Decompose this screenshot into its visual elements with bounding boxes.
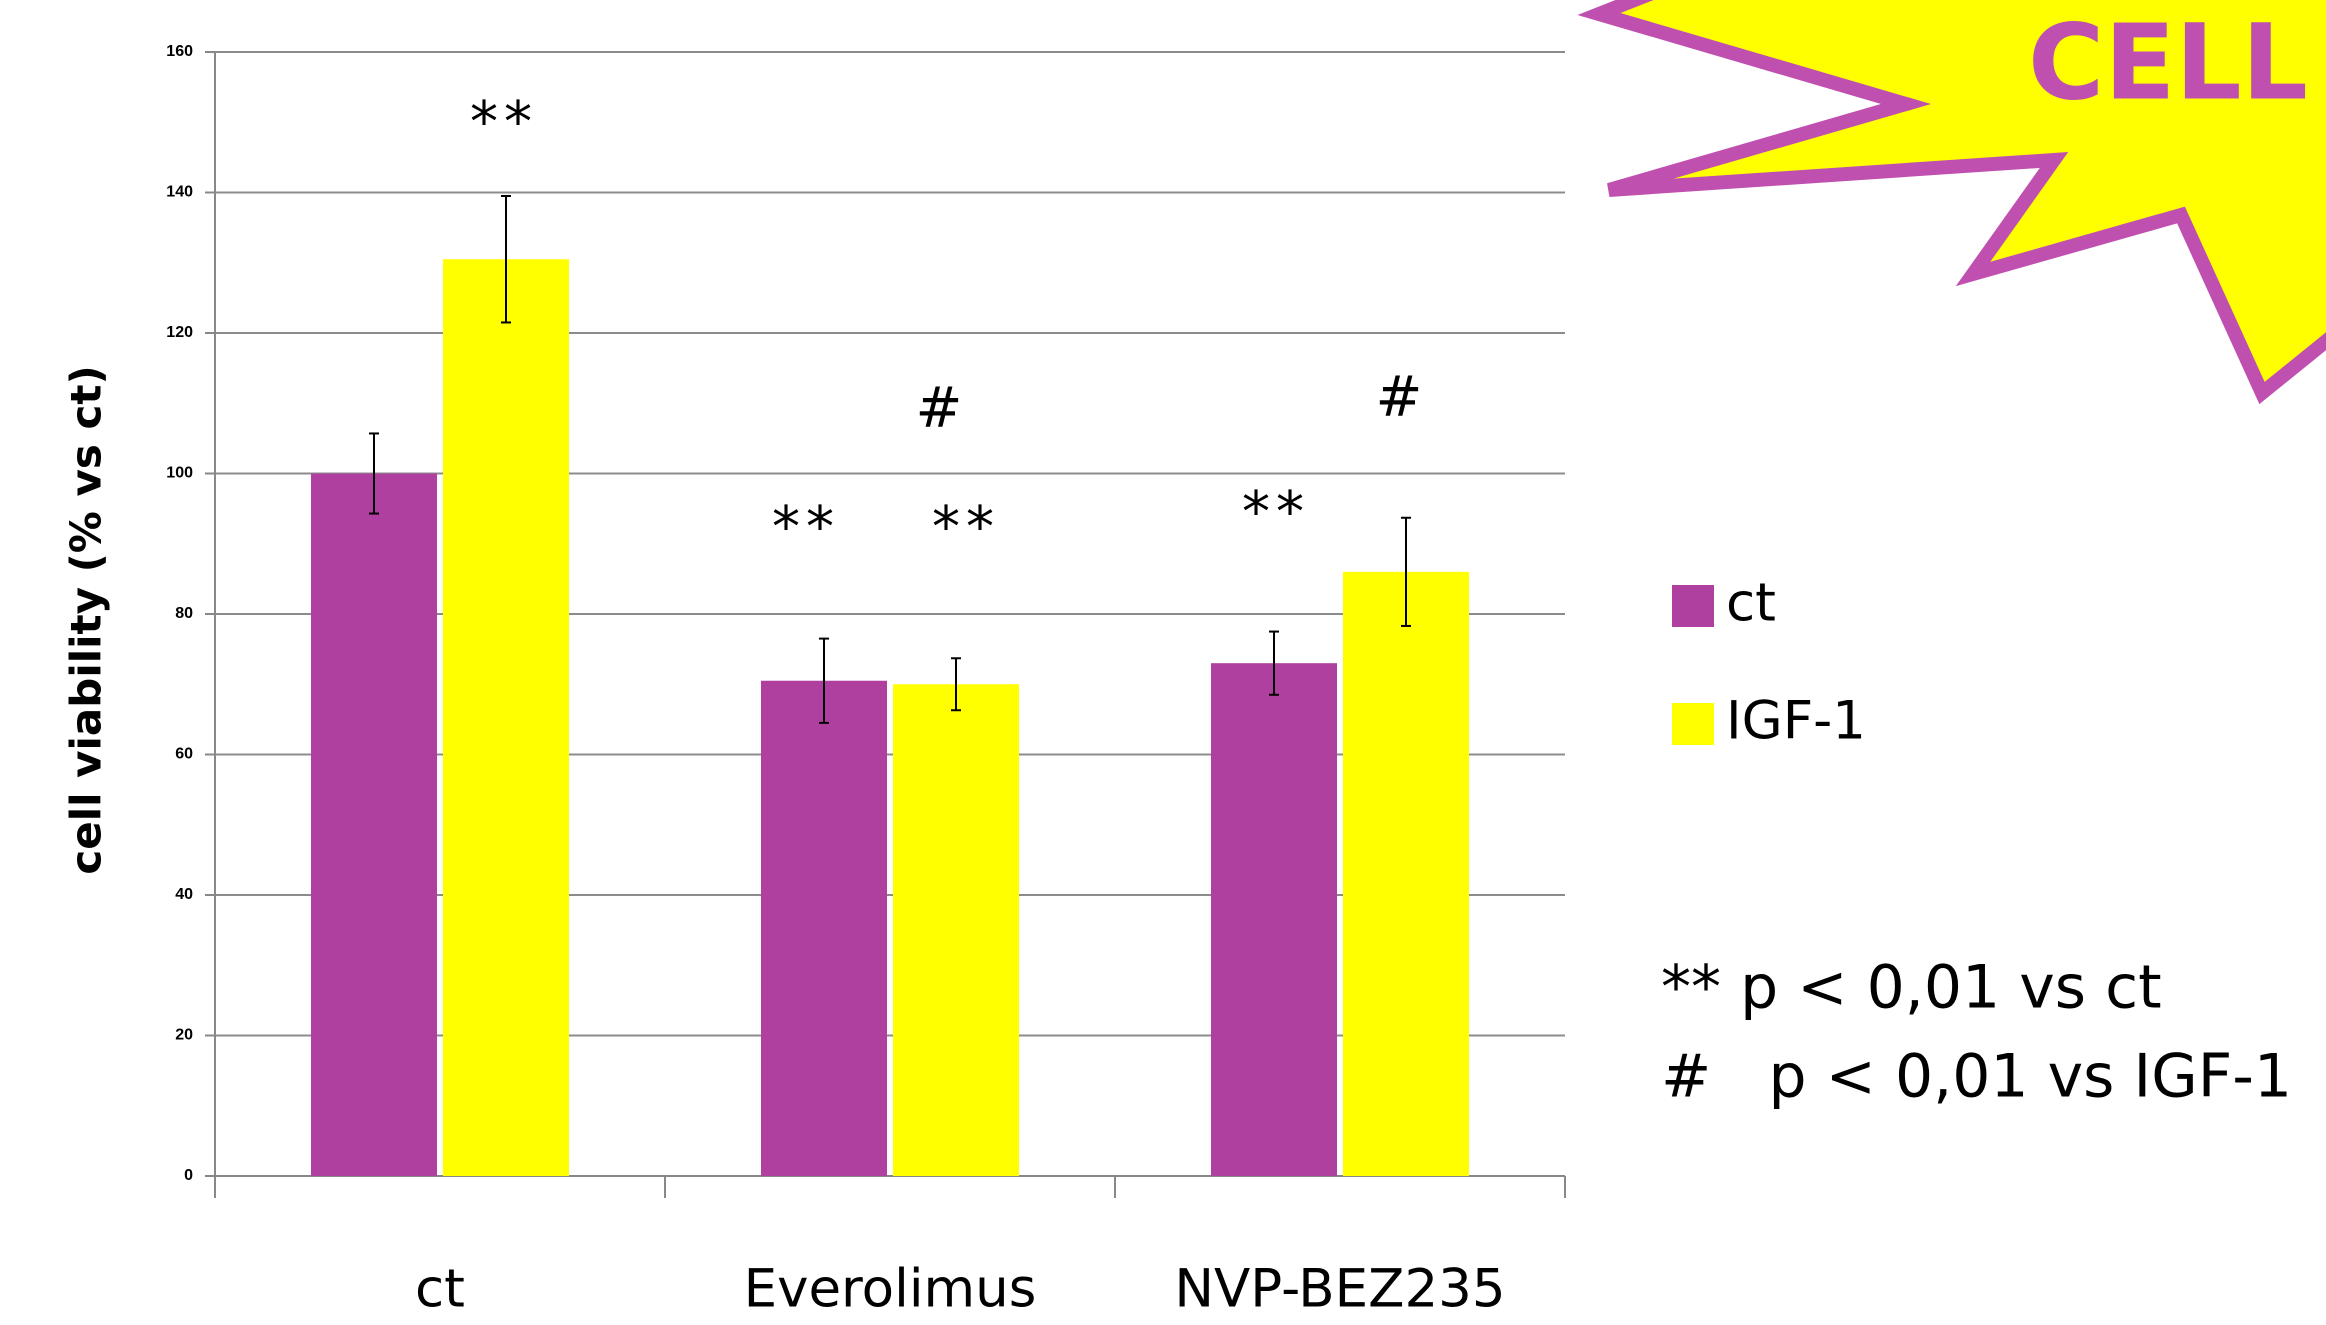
annotation: ** xyxy=(932,495,1000,560)
y-axis-label: cell viability (% vs ct) xyxy=(62,365,111,874)
bar xyxy=(893,684,1019,1176)
annotation: ** xyxy=(1242,480,1310,545)
y-tick-label: 60 xyxy=(175,746,193,763)
banner-text: CELL xyxy=(2028,1,2308,123)
y-tick-label: 80 xyxy=(175,605,193,622)
x-tick-label: Everolimus xyxy=(744,1259,1037,1320)
x-tick-label: NVP-BEZ235 xyxy=(1174,1259,1505,1320)
y-tick-label: 20 xyxy=(175,1027,193,1044)
y-tick-label: 120 xyxy=(166,324,193,341)
annotation: # xyxy=(916,376,969,441)
bar xyxy=(1211,663,1337,1176)
footnote: # p < 0,01 vs IGF-1 xyxy=(1661,1042,2292,1112)
y-tick-label: 100 xyxy=(166,465,193,482)
legend-swatch xyxy=(1672,703,1714,745)
y-tick-label: 160 xyxy=(166,43,193,60)
bar xyxy=(311,474,437,1177)
legend-label: ct xyxy=(1726,573,1776,634)
annotation: # xyxy=(1376,365,1429,430)
y-tick-label: 40 xyxy=(175,886,193,903)
page: CELL cell viability (% vs ct) 0 20 40 60 80 1… xyxy=(0,0,2326,1325)
annotation: ** xyxy=(470,90,538,155)
bar xyxy=(1343,572,1469,1176)
chart: CELL cell viability (% vs ct) 0 20 40 60 80 1… xyxy=(0,0,2326,1325)
annotation: ** xyxy=(772,495,840,560)
bar xyxy=(761,681,887,1176)
bar xyxy=(443,259,569,1176)
y-tick-label: 0 xyxy=(184,1167,193,1184)
y-tick-label: 140 xyxy=(166,184,193,201)
x-tick-label: ct xyxy=(415,1259,465,1320)
footnote: ** p < 0,01 vs ct xyxy=(1661,953,2162,1023)
legend-label: IGF-1 xyxy=(1726,691,1866,752)
legend-swatch xyxy=(1672,585,1714,627)
